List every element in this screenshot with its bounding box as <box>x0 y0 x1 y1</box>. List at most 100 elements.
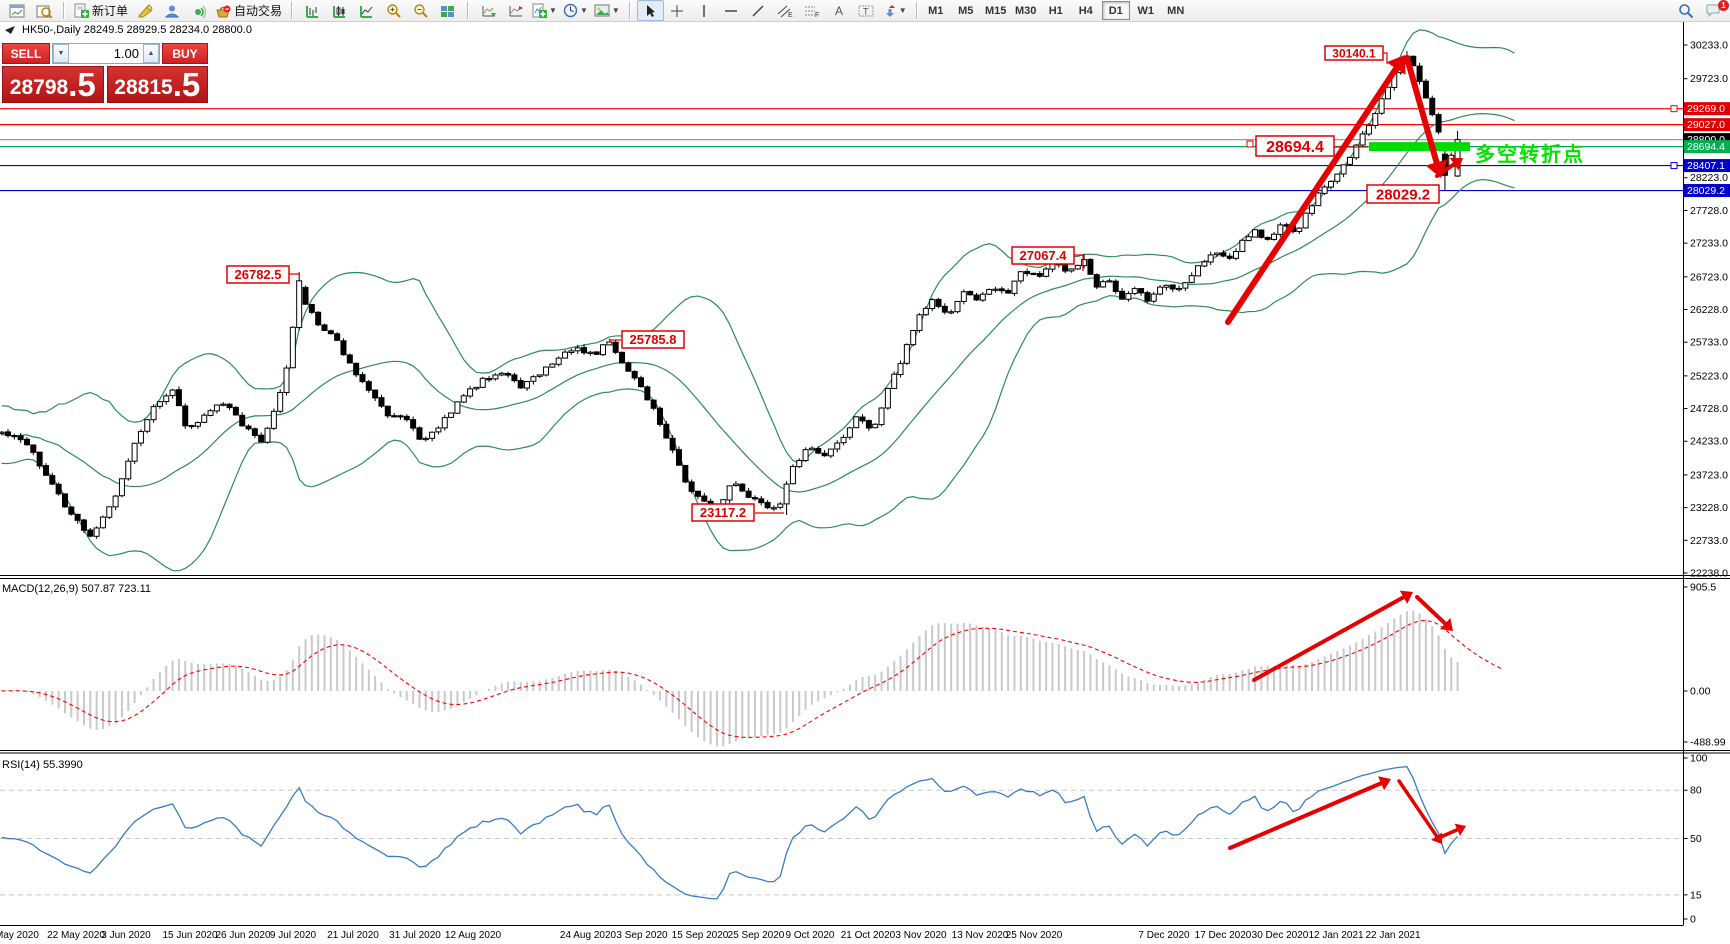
zoom-out-button[interactable] <box>407 0 434 21</box>
arrows-button[interactable]: ▼ <box>880 0 910 21</box>
callout-30140.1[interactable]: 30140.1 <box>1324 45 1388 64</box>
crosshair-icon <box>671 4 684 17</box>
timeframe-M30[interactable]: M30 <box>1015 4 1037 17</box>
vertical-line-button[interactable] <box>691 0 718 21</box>
chart-window-icon <box>9 4 24 17</box>
news-button[interactable] <box>185 0 212 21</box>
line-handle[interactable] <box>1670 105 1678 113</box>
candlestick-chart-button[interactable] <box>326 0 353 21</box>
svg-text:25733.0: 25733.0 <box>1690 337 1728 349</box>
macd-label: MACD(12,26,9) 507.87 723.11 <box>2 583 151 595</box>
timeframe-M15[interactable]: M15 <box>985 4 1007 17</box>
svg-text:26228.0: 26228.0 <box>1690 304 1728 316</box>
search-button[interactable] <box>1672 0 1699 21</box>
svg-text:100: 100 <box>1690 753 1708 765</box>
line-chart-button[interactable] <box>353 0 380 21</box>
rsi-line[interactable] <box>1 765 1459 900</box>
text-button[interactable]: A <box>826 0 853 21</box>
svg-text:28407.1: 28407.1 <box>1687 160 1725 172</box>
svg-text:30233.0: 30233.0 <box>1690 40 1728 52</box>
notifications-button[interactable]: 1 <box>1699 0 1729 21</box>
toolbar-separator <box>291 2 294 19</box>
indicators-button[interactable]: ▼ <box>529 0 560 21</box>
text-label-button[interactable]: T <box>853 0 880 21</box>
timeframe-M5[interactable]: M5 <box>958 4 974 17</box>
bollinger-lower-band[interactable] <box>1 178 1515 572</box>
bollinger-middle-band[interactable] <box>1 113 1515 493</box>
horizontal-line-button[interactable] <box>718 0 745 21</box>
callout-28694.4[interactable]: 28694.4 <box>1246 135 1368 157</box>
templates-button[interactable]: ▼ <box>591 0 623 21</box>
turning-point-note[interactable]: 多空转折点 <box>1475 142 1585 166</box>
timeframe-W1[interactable]: W1 <box>1137 4 1154 17</box>
new-order-button[interactable]: 新订单 <box>71 0 131 21</box>
community-button[interactable] <box>158 0 185 21</box>
bar-chart-button[interactable] <box>299 0 326 21</box>
chart-shift-button[interactable] <box>502 0 529 21</box>
price-axis[interactable]: 30233.0 29723.0 28223.0 27728.0 27233.0 26723… <box>1683 40 1730 926</box>
volume-input[interactable] <box>69 44 143 63</box>
buy-price-box[interactable]: 28815 .5 <box>106 66 208 103</box>
zoom-in-button[interactable] <box>380 0 407 21</box>
turning-point-zone[interactable] <box>1369 142 1470 152</box>
tile-windows-icon <box>441 5 455 17</box>
crosshair-button[interactable] <box>664 0 691 21</box>
macd-histogram <box>0 610 1459 747</box>
bollinger-upper-band[interactable] <box>1 29 1515 465</box>
cursor-button[interactable] <box>636 0 664 21</box>
svg-text:23723.0: 23723.0 <box>1690 469 1728 481</box>
trendline-icon <box>752 4 764 17</box>
new-chart-button[interactable] <box>3 0 30 21</box>
sell-button[interactable]: SELL <box>2 43 50 64</box>
svg-text:24728.0: 24728.0 <box>1690 403 1728 415</box>
date-tick: 31 Jul 2020 <box>389 930 441 941</box>
trend-arrow-macd-0[interactable] <box>1252 590 1413 682</box>
timeframe-M1[interactable]: M1 <box>928 4 944 17</box>
volume-increase-button[interactable]: ▲ <box>143 44 159 63</box>
callout-28029.2[interactable]: 28029.2 <box>1366 184 1440 204</box>
callout-27067.4[interactable]: 27067.4 <box>1011 246 1084 271</box>
trend-arrow-rsi-2[interactable] <box>1434 823 1466 841</box>
date-tick: 7 Dec 2020 <box>1138 930 1190 941</box>
callout-25785.8[interactable]: 25785.8 <box>609 330 685 349</box>
equidistant-channel-button[interactable]: E <box>772 0 799 21</box>
svg-text:29723.0: 29723.0 <box>1690 73 1728 85</box>
auto-trading-label: 自动交易 <box>234 4 283 18</box>
timeframe-H4[interactable]: H4 <box>1078 4 1093 17</box>
auto-trading-button[interactable]: 自动交易 <box>212 0 285 21</box>
broadcast-icon <box>194 5 206 18</box>
new-order-label: 新订单 <box>92 4 129 18</box>
magnifier-window-icon <box>36 5 52 18</box>
trendline-button[interactable] <box>745 0 772 21</box>
metaeditor-button[interactable] <box>131 0 158 21</box>
volume-decrease-button[interactable]: ▼ <box>53 44 69 63</box>
line-handle[interactable] <box>1670 162 1678 170</box>
tile-windows-button[interactable] <box>434 0 461 21</box>
macd-signal-line[interactable] <box>1 619 1503 738</box>
template-icon <box>594 4 610 17</box>
timeframe-H1[interactable]: H1 <box>1048 4 1063 17</box>
fibonacci-button[interactable]: F <box>799 0 826 21</box>
callout-23117.2[interactable]: 23117.2 <box>691 503 784 522</box>
svg-text:-488.99: -488.99 <box>1690 737 1726 749</box>
date-tick: 15 Sep 2020 <box>672 930 729 941</box>
auto-scroll-button[interactable] <box>475 0 502 21</box>
search-icon <box>1678 3 1693 18</box>
timeframe-D1[interactable]: D1 <box>1101 1 1130 20</box>
trend-arrow-main-2[interactable] <box>1435 157 1463 178</box>
chevron-down-icon: ▼ <box>549 6 557 15</box>
profiles-button[interactable] <box>30 0 57 21</box>
trend-arrow-rsi-0[interactable] <box>1228 776 1391 850</box>
callout-26782.5[interactable]: 26782.5 <box>226 265 300 284</box>
svg-text:28694.4: 28694.4 <box>1266 139 1324 156</box>
trend-arrow-macd-1[interactable] <box>1415 595 1453 631</box>
periods-button[interactable]: ▼ <box>560 0 591 21</box>
trend-arrow-main-0[interactable] <box>1225 55 1406 325</box>
sell-price-box[interactable]: 28798 .5 <box>2 66 104 103</box>
buy-button[interactable]: BUY <box>162 43 208 64</box>
date-tick: 26 Jun 2020 <box>215 930 270 941</box>
timeframe-MN[interactable]: MN <box>1167 4 1185 17</box>
date-tick: 12 Aug 2020 <box>445 930 502 941</box>
